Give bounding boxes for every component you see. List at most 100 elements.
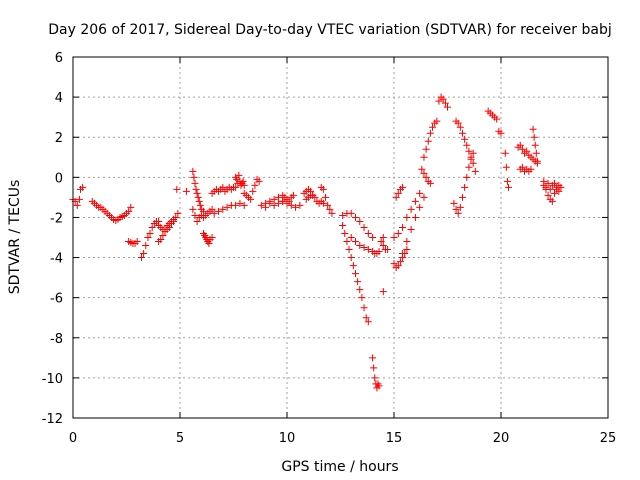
data-point bbox=[399, 250, 407, 258]
series-arc-16 bbox=[240, 175, 263, 203]
series-arc-9 bbox=[182, 187, 190, 195]
data-point bbox=[403, 246, 411, 254]
data-point bbox=[518, 145, 526, 153]
data-point bbox=[255, 177, 263, 185]
series-arc-18 bbox=[262, 193, 304, 211]
data-point bbox=[441, 99, 449, 107]
data-point bbox=[396, 258, 404, 266]
data-point bbox=[356, 217, 364, 225]
data-point bbox=[454, 119, 462, 127]
data-point bbox=[394, 189, 402, 197]
data-point bbox=[309, 191, 317, 199]
data-point bbox=[190, 173, 198, 181]
data-point bbox=[208, 234, 216, 241]
data-point bbox=[251, 181, 259, 189]
data-point bbox=[369, 354, 377, 362]
series-arc-7 bbox=[155, 217, 178, 235]
data-point bbox=[403, 238, 411, 246]
data-point bbox=[328, 209, 336, 217]
series-arc-37 bbox=[452, 117, 479, 175]
data-point bbox=[322, 193, 330, 201]
data-point bbox=[384, 246, 392, 254]
data-point bbox=[235, 171, 243, 179]
data-point bbox=[172, 213, 180, 221]
data-point bbox=[394, 229, 402, 237]
data-points bbox=[69, 93, 565, 392]
y-tick-label: 6 bbox=[55, 51, 63, 66]
series-arc-43 bbox=[516, 163, 535, 175]
grid bbox=[73, 57, 608, 418]
data-point bbox=[544, 191, 552, 199]
data-point bbox=[239, 177, 247, 185]
data-point bbox=[450, 199, 458, 207]
series-arc-10 bbox=[189, 167, 208, 215]
data-point bbox=[343, 238, 351, 246]
y-axis-label: SDTVAR / TECUs bbox=[7, 180, 23, 295]
data-point bbox=[174, 209, 182, 217]
data-point bbox=[458, 129, 466, 137]
series-arc-28 bbox=[379, 234, 387, 241]
data-point bbox=[516, 141, 524, 149]
series-arc-45 bbox=[529, 155, 541, 167]
tick-labels: 0 5 10 15 20 25 -12 -10 -8 -6 -4 -2 0 2 4 6 bbox=[42, 51, 617, 446]
series-arc-38 bbox=[450, 149, 477, 217]
data-point bbox=[159, 231, 167, 239]
data-point bbox=[165, 223, 173, 231]
data-point bbox=[173, 185, 181, 193]
data-point bbox=[232, 183, 240, 191]
data-point bbox=[456, 123, 464, 131]
y-tick-label: -12 bbox=[42, 412, 63, 427]
data-point bbox=[189, 167, 197, 175]
series-arc-42 bbox=[514, 141, 535, 161]
data-point bbox=[326, 205, 334, 213]
data-point bbox=[420, 169, 428, 177]
series-arc-21 bbox=[302, 191, 317, 203]
data-point bbox=[399, 183, 407, 191]
series-arc-5 bbox=[137, 217, 163, 262]
data-point bbox=[240, 201, 248, 209]
series-arc-32 bbox=[392, 183, 407, 201]
data-point bbox=[553, 185, 561, 193]
series-arc-39 bbox=[484, 107, 501, 123]
series-arc-27 bbox=[379, 288, 387, 296]
data-point bbox=[493, 115, 501, 123]
data-point bbox=[170, 217, 178, 225]
data-point bbox=[356, 242, 364, 250]
data-point bbox=[285, 197, 293, 205]
data-point bbox=[351, 213, 359, 221]
data-point bbox=[191, 211, 199, 219]
data-point bbox=[144, 234, 152, 241]
data-point bbox=[79, 183, 87, 191]
data-point bbox=[148, 223, 156, 231]
series-arc-12 bbox=[200, 229, 216, 248]
data-point bbox=[502, 163, 510, 171]
data-point bbox=[422, 145, 430, 153]
data-point bbox=[555, 181, 563, 189]
data-point bbox=[461, 135, 469, 143]
series-arc-24 bbox=[339, 209, 377, 241]
data-point bbox=[157, 236, 165, 244]
data-point bbox=[364, 229, 372, 237]
y-tick-label: -4 bbox=[50, 252, 63, 267]
data-point bbox=[456, 203, 464, 211]
data-point bbox=[458, 193, 466, 201]
y-tick-label: -2 bbox=[50, 211, 63, 226]
data-point bbox=[463, 173, 471, 181]
data-point bbox=[403, 213, 411, 221]
data-point bbox=[379, 242, 387, 250]
series-arc-22 bbox=[317, 183, 336, 217]
data-point bbox=[296, 201, 304, 209]
data-point bbox=[416, 189, 424, 197]
x-tick-label: 25 bbox=[600, 431, 617, 446]
data-point bbox=[140, 250, 148, 258]
series-arc-13 bbox=[208, 183, 240, 197]
series-arc-4 bbox=[125, 238, 141, 248]
series-arc-11 bbox=[189, 205, 216, 225]
data-point bbox=[411, 213, 419, 221]
series-arc-29 bbox=[377, 238, 392, 254]
x-tick-label: 10 bbox=[279, 431, 296, 446]
data-point bbox=[503, 177, 511, 185]
data-point bbox=[191, 179, 199, 187]
axis-ticks bbox=[72, 56, 609, 419]
